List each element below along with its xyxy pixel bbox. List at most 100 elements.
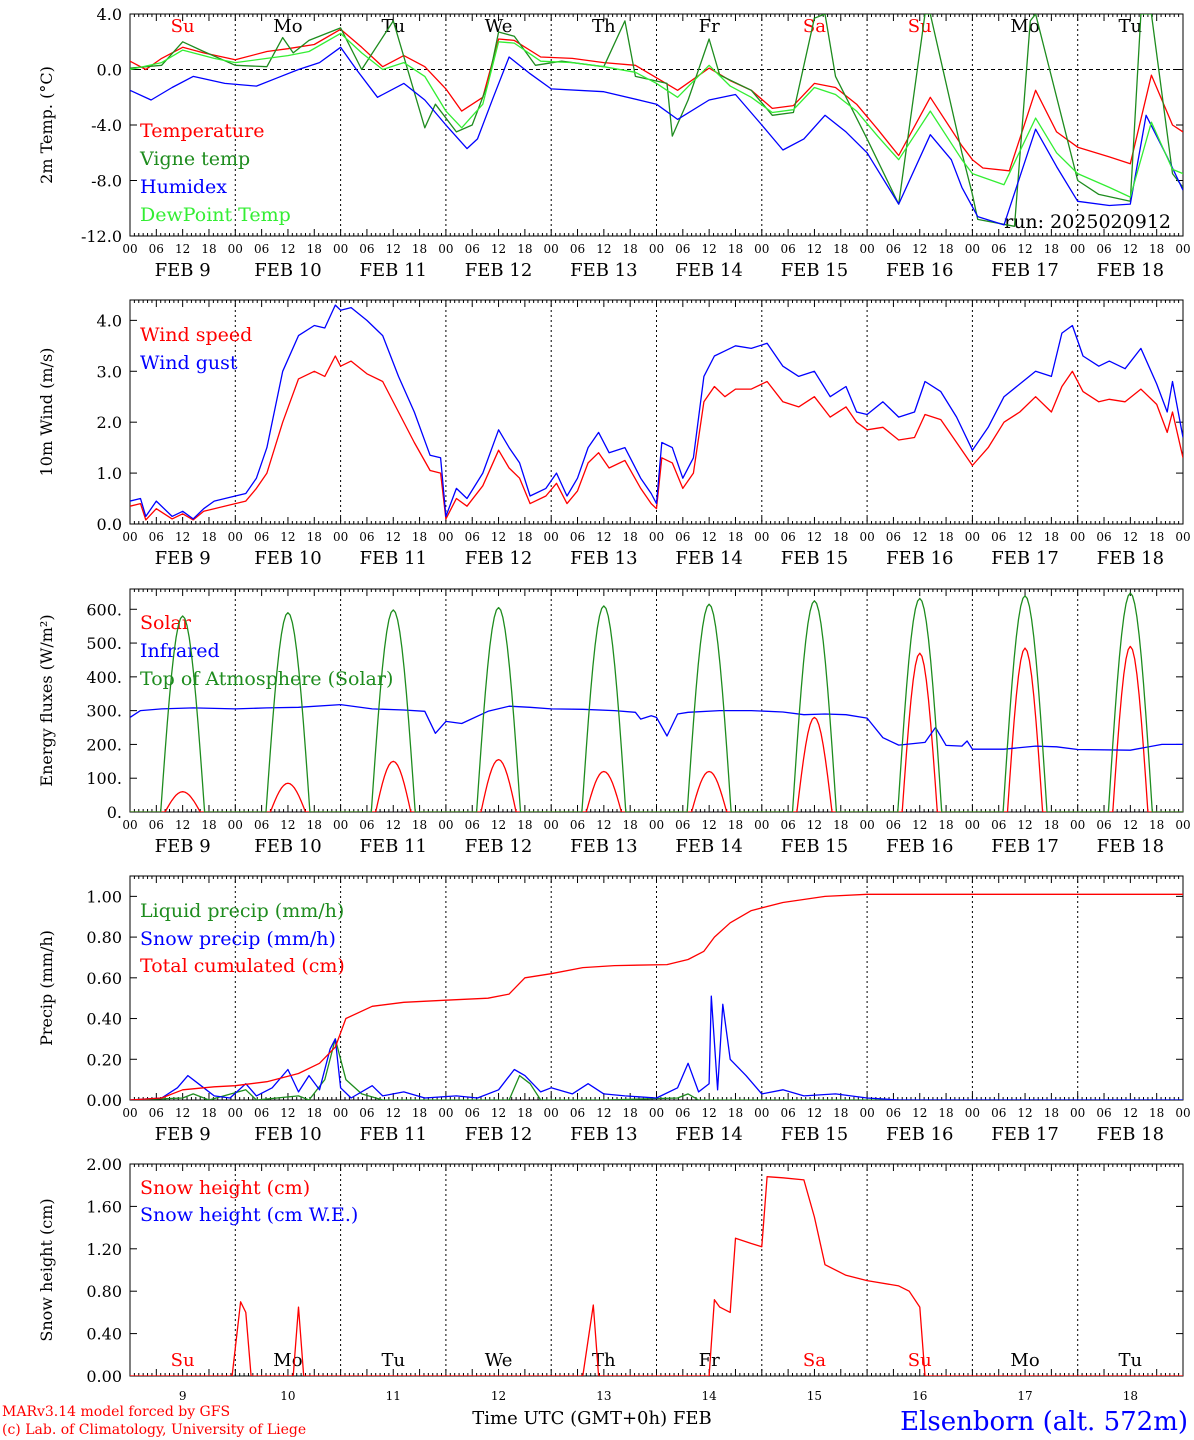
hour-label: 12 bbox=[1017, 530, 1032, 544]
hour-label: 06 bbox=[570, 242, 585, 256]
hour-label: 12 bbox=[280, 1106, 295, 1120]
hour-label: 18 bbox=[938, 1106, 953, 1120]
y-tick-label: 0.40 bbox=[86, 1325, 122, 1344]
hour-label: 06 bbox=[991, 1106, 1006, 1120]
date-label: FEB 11 bbox=[360, 836, 427, 857]
hour-label: 12 bbox=[386, 530, 401, 544]
series-line-solar bbox=[130, 645, 1183, 812]
hour-label: 18 bbox=[728, 1106, 743, 1120]
hour-label: 00 bbox=[754, 818, 769, 832]
weekday-label: Fr bbox=[699, 1350, 720, 1371]
hour-label: 18 bbox=[1149, 242, 1164, 256]
hour-label: 06 bbox=[359, 530, 374, 544]
hour-label: 12 bbox=[175, 1106, 190, 1120]
legend-entry: DewPoint Temp bbox=[140, 204, 291, 226]
date-label: FEB 15 bbox=[781, 1124, 848, 1145]
legend-entry: Humidex bbox=[140, 176, 227, 198]
date-label: FEB 16 bbox=[886, 548, 953, 569]
hour-label: 00 bbox=[649, 818, 664, 832]
legend-entry: Infrared bbox=[140, 640, 220, 662]
hour-label: 00 bbox=[438, 530, 453, 544]
hour-label: 06 bbox=[149, 1106, 164, 1120]
hour-label: 06 bbox=[465, 242, 480, 256]
hour-label: 06 bbox=[780, 242, 795, 256]
date-label: FEB 10 bbox=[254, 548, 321, 569]
hour-label: 00 bbox=[649, 242, 664, 256]
date-label: FEB 15 bbox=[781, 548, 848, 569]
weekday-label: Th bbox=[592, 1350, 616, 1371]
hour-label: 00 bbox=[754, 530, 769, 544]
hour-label: 18 bbox=[517, 1106, 532, 1120]
hour-label: 12 bbox=[1017, 1106, 1032, 1120]
hour-label: 18 bbox=[1149, 530, 1164, 544]
hour-label: 00 bbox=[333, 242, 348, 256]
lab-credit: (c) Lab. of Climatology, University of L… bbox=[2, 1422, 306, 1438]
date-label: FEB 16 bbox=[886, 260, 953, 281]
hour-label: 06 bbox=[570, 530, 585, 544]
date-label: FEB 10 bbox=[254, 1124, 321, 1145]
hour-label: 18 bbox=[728, 818, 743, 832]
hour-label: 12 bbox=[912, 242, 927, 256]
hour-label: 18 bbox=[833, 1106, 848, 1120]
hour-label: 18 bbox=[728, 530, 743, 544]
hour-label: 12 bbox=[912, 1106, 927, 1120]
hour-label: 12 bbox=[596, 1106, 611, 1120]
hour-label: 00 bbox=[333, 818, 348, 832]
run-annotation: run: 2025020912 bbox=[1004, 211, 1171, 233]
date-label: FEB 13 bbox=[570, 836, 637, 857]
hour-label: 00 bbox=[649, 530, 664, 544]
date-label: FEB 13 bbox=[570, 1124, 637, 1145]
y-tick-label: 1.60 bbox=[86, 1197, 122, 1216]
hour-label: 18 bbox=[1149, 818, 1164, 832]
meteogram-panels: 4.0 0.0 -4.0 -8.0 -12.0 2m Temp. (°C) 00 06 12 18… bbox=[37, 5, 1191, 1403]
date-label: FEB 17 bbox=[991, 1124, 1058, 1145]
y-tick-label: 0.00 bbox=[86, 1091, 122, 1110]
day-number-label: 13 bbox=[596, 1389, 611, 1403]
legend-entry: Total cumulated (cm) bbox=[140, 955, 345, 977]
legend-entry: Snow precip (mm/h) bbox=[140, 928, 336, 950]
hour-label: 12 bbox=[280, 242, 295, 256]
hour-label: 00 bbox=[1175, 530, 1190, 544]
weekday-label: Fr bbox=[699, 16, 720, 37]
y-tick-label: 100. bbox=[86, 769, 122, 788]
date-label: FEB 9 bbox=[155, 260, 211, 281]
hour-label: 06 bbox=[149, 242, 164, 256]
weekday-label: Sa bbox=[803, 16, 826, 37]
legend-entry: Snow height (cm) bbox=[140, 1177, 310, 1199]
weekday-label: Mo bbox=[1010, 16, 1039, 37]
hour-label: 18 bbox=[938, 818, 953, 832]
weekday-label: Mo bbox=[1010, 1350, 1039, 1371]
x-axis-title: Time UTC (GMT+0h) FEB bbox=[472, 1408, 711, 1429]
date-label: FEB 18 bbox=[1097, 260, 1164, 281]
date-label: FEB 18 bbox=[1097, 548, 1164, 569]
hour-label: 06 bbox=[886, 242, 901, 256]
hour-label: 00 bbox=[544, 242, 559, 256]
hour-label: 18 bbox=[833, 242, 848, 256]
y-tick-label: 3.0 bbox=[97, 362, 122, 381]
hour-label: 12 bbox=[1017, 818, 1032, 832]
hour-label: 18 bbox=[201, 242, 216, 256]
y-tick-label: 0.0 bbox=[97, 515, 122, 534]
hour-label: 12 bbox=[702, 242, 717, 256]
hour-label: 18 bbox=[517, 242, 532, 256]
hour-label: 06 bbox=[465, 818, 480, 832]
hour-label: 06 bbox=[675, 530, 690, 544]
hour-label: 18 bbox=[201, 530, 216, 544]
hour-label: 00 bbox=[965, 818, 980, 832]
hour-label: 00 bbox=[333, 1106, 348, 1120]
y-tick-label: 0.00 bbox=[86, 1367, 122, 1386]
hour-label: 18 bbox=[1044, 530, 1059, 544]
legend-entry: Liquid precip (mm/h) bbox=[140, 900, 344, 922]
hour-label: 18 bbox=[1044, 818, 1059, 832]
hour-label: 00 bbox=[1070, 242, 1085, 256]
hour-label: 00 bbox=[1175, 1106, 1190, 1120]
date-label: FEB 11 bbox=[360, 1124, 427, 1145]
hour-label: 12 bbox=[280, 530, 295, 544]
hour-label: 18 bbox=[1044, 1106, 1059, 1120]
hour-label: 00 bbox=[1070, 818, 1085, 832]
y-tick-label: 2.00 bbox=[86, 1155, 122, 1174]
legend-entry: Solar bbox=[140, 612, 192, 634]
y-tick-label: 1.0 bbox=[97, 464, 122, 483]
date-label: FEB 13 bbox=[570, 260, 637, 281]
hour-label: 18 bbox=[623, 530, 638, 544]
